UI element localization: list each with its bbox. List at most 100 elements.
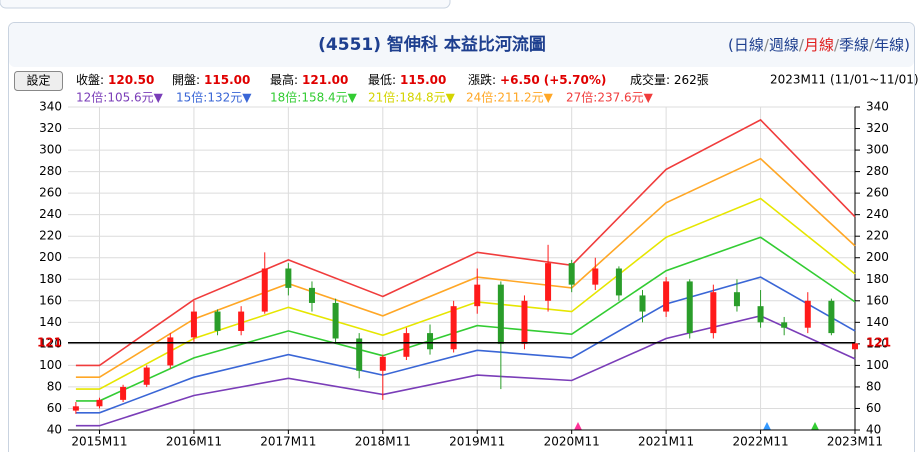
candle-body: [96, 399, 103, 407]
reference-label: 121: [37, 335, 62, 349]
candle-body: [545, 263, 552, 301]
links-suffix: ): [904, 36, 910, 54]
candle-body: [238, 311, 245, 331]
info-label: 收盤:: [76, 73, 104, 87]
y-tick-label: 140: [39, 315, 62, 329]
reference-label: 121: [866, 335, 891, 349]
chart-title: (4551) 智伸科 本益比河流圖: [318, 34, 546, 55]
panel: [8, 22, 915, 452]
candle-body: [72, 406, 79, 411]
legend-entry: 18倍:158.4元▼: [270, 90, 358, 105]
pe-band: [75, 157, 856, 379]
candle-body: [686, 281, 693, 334]
y2-tick-label: 320: [866, 121, 889, 135]
y2-tick-label: 160: [866, 293, 889, 307]
candle-body: [403, 333, 410, 357]
period-label: 2023M11 (11/01~11/01): [770, 73, 919, 87]
y-tick-label: 80: [47, 379, 62, 393]
top-panel: [0, 0, 451, 9]
y-tick-label: 120: [39, 336, 62, 350]
period-link[interactable]: 季線: [839, 36, 869, 54]
info-label: 最低:: [368, 73, 396, 87]
period-link[interactable]: 月線: [804, 36, 834, 54]
candle-body: [757, 306, 764, 323]
y-tick-label: 280: [39, 164, 62, 178]
link-separator: /: [869, 36, 875, 54]
y-tick-label: 240: [39, 207, 62, 221]
candle-body: [143, 367, 150, 385]
legend-entry: 24倍:211.2元▼: [466, 90, 554, 105]
candle-body: [427, 333, 434, 350]
candle-body: [120, 386, 127, 400]
candle-body: [592, 268, 599, 285]
reference-label-box: [64, 334, 68, 351]
x-tick-label: 2022M11: [732, 435, 788, 449]
x-tick-label: 2016M11: [166, 435, 222, 449]
links-prefix: (: [728, 36, 734, 54]
candle-body: [568, 263, 575, 285]
candle-body: [615, 268, 622, 296]
period-link[interactable]: 日線: [734, 36, 764, 54]
candle-body: [474, 284, 481, 307]
title-bar: [9, 23, 914, 67]
y-tick-label: 320: [39, 121, 62, 135]
info-value: 115.00: [400, 73, 446, 87]
x-tick-label: 2018M11: [355, 435, 411, 449]
y-tick-label: 260: [39, 186, 62, 200]
x-tick-label: 2023M11: [827, 435, 883, 449]
candle-body: [710, 292, 717, 334]
candle-body: [828, 300, 835, 334]
candle-body: [308, 287, 315, 303]
change-pct: (+5.70%): [544, 73, 607, 87]
link-separator: /: [799, 36, 805, 54]
pe-band: [75, 197, 856, 390]
info-label: 最高:: [270, 72, 298, 87]
y-tick-label: 340: [39, 100, 62, 114]
y2-tick-label: 180: [866, 272, 889, 286]
legend-entry: 12倍:105.6元▼: [76, 90, 164, 105]
settings-button[interactable]: [14, 71, 63, 91]
candle-body: [167, 337, 174, 366]
y-tick-label: 100: [39, 358, 62, 372]
legend: 12倍:105.6元▼ 15倍:132元▼ 18倍:158.4元▼ 21倍:184.8…: [76, 90, 654, 105]
candle-body: [497, 284, 504, 344]
candle-body: [852, 343, 858, 350]
y-tick-label: 160: [39, 293, 62, 307]
period-link[interactable]: 週線: [769, 36, 799, 54]
y2-tick-label: 40: [866, 423, 881, 437]
y2-tick-label: 240: [866, 207, 889, 221]
x-tick-label: 2021M11: [638, 435, 694, 449]
info-value: 115.00: [204, 73, 250, 87]
y-tick-label: 220: [39, 229, 62, 243]
candle-body: [804, 300, 811, 328]
y2-tick-label: 80: [866, 379, 881, 393]
y-tick-label: 200: [39, 250, 62, 264]
volume: 成交量: 262張: [630, 72, 709, 87]
y2-tick-label: 140: [866, 315, 889, 329]
period-links: (日線/週線/月線/季線/年線): [728, 36, 910, 54]
pe-band: [75, 118, 856, 367]
x-tick-label: 2020M11: [544, 435, 600, 449]
info-row: 收盤: 120.50 開盤: 115.00 最高: 121.00 最低: 115.00 漲跌: +…: [76, 72, 709, 87]
settings-button-label[interactable]: 設定: [26, 73, 50, 88]
info-value: 120.50: [108, 73, 154, 87]
info-label: 開盤:: [172, 73, 200, 87]
link-separator: /: [764, 36, 770, 54]
link-separator: /: [834, 36, 840, 54]
y2-tick-label: 200: [866, 250, 889, 264]
period-link[interactable]: 年線: [874, 36, 904, 54]
candle-body: [214, 311, 221, 331]
x-tick-label: 2017M11: [260, 435, 316, 449]
legend-entry: 15倍:132元▼: [176, 90, 252, 105]
candle-body: [356, 338, 363, 371]
change-value: +6.50: [500, 73, 540, 87]
legend-entry: 21倍:184.8元▼: [368, 90, 456, 105]
y-tick-label: 300: [39, 143, 62, 157]
signal-marker: [574, 422, 582, 430]
candle-body: [379, 356, 386, 371]
y2-tick-label: 280: [866, 164, 889, 178]
candle-body: [733, 292, 740, 307]
y-tick-label: 40: [47, 423, 62, 437]
info-value: 121.00: [302, 73, 348, 87]
